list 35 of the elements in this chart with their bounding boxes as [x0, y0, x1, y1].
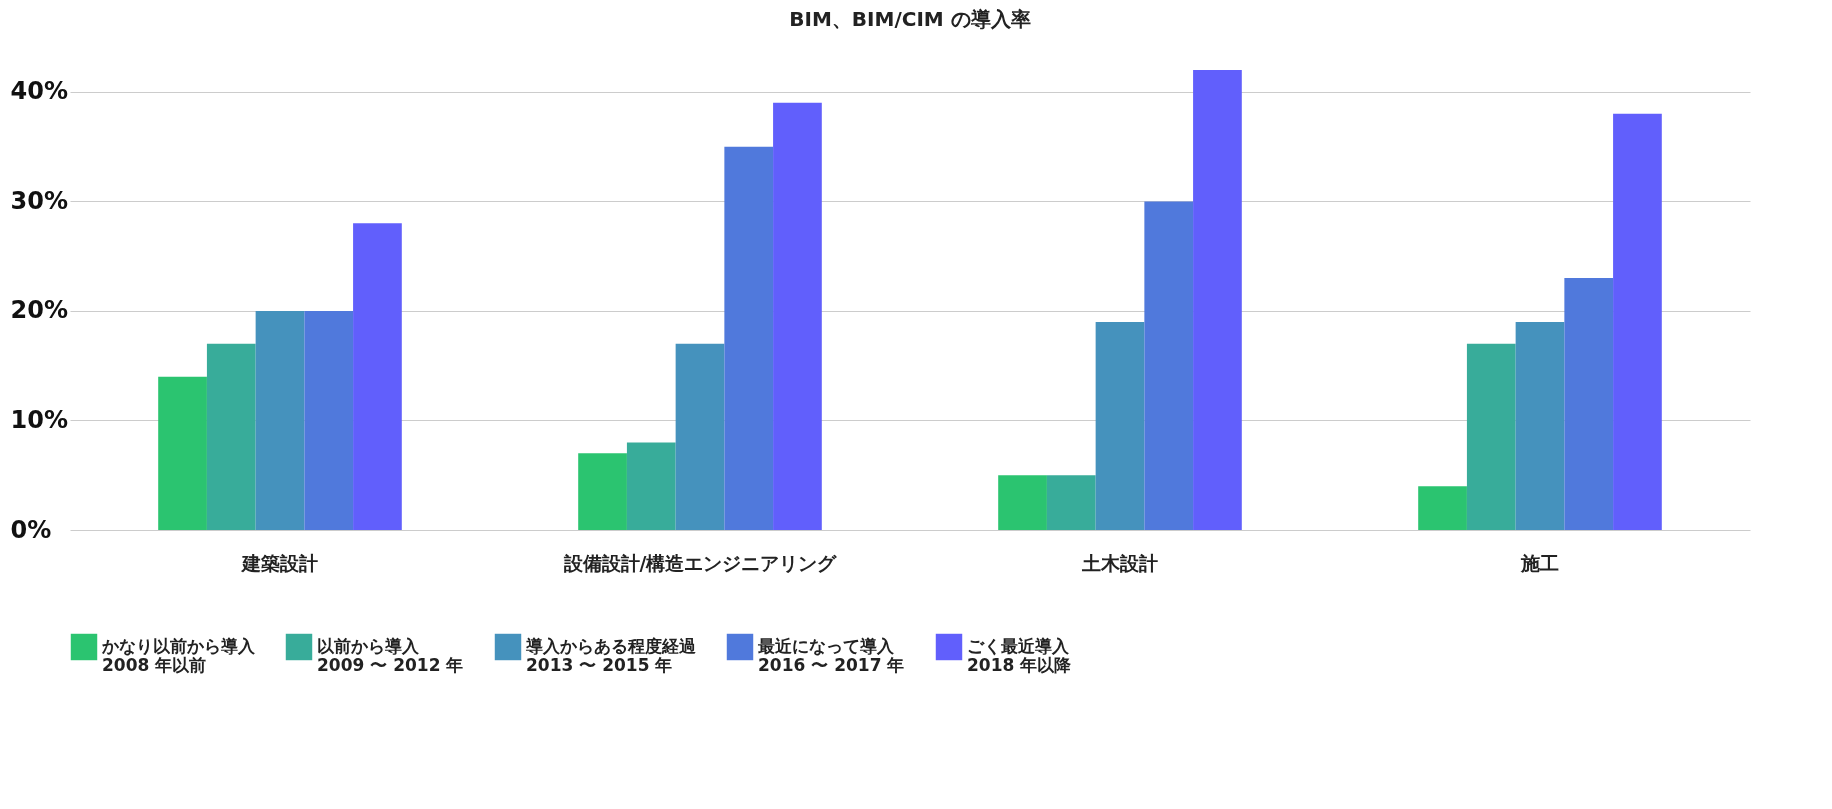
y-tick-label: 0%	[10, 515, 52, 544]
bar	[1418, 486, 1467, 530]
legend-label: かなり以前から導入 2008 年以前	[101, 636, 256, 675]
bar	[675, 343, 725, 530]
bar	[724, 146, 774, 530]
bar	[158, 376, 207, 530]
bar	[1046, 475, 1096, 530]
chart-title: BIM、BIM/CIM の導入率	[789, 7, 1031, 31]
bar	[1466, 343, 1516, 530]
bar	[255, 310, 305, 530]
y-tick-label: 20%	[10, 296, 68, 325]
bar	[1564, 278, 1614, 530]
y-tick-label: 30%	[10, 186, 68, 215]
bar	[1144, 201, 1194, 530]
y-tick-label: 10%	[10, 405, 68, 434]
x-tick-label: 建築設計	[240, 551, 318, 574]
legend-label: 導入からある程度経過 2013 〜 2015 年	[525, 636, 696, 675]
bar	[206, 343, 256, 530]
y-tick-label: 40%	[10, 77, 68, 106]
x-tick-label: 設備設計/構造エンジニアリング	[562, 551, 838, 574]
bar	[1515, 321, 1565, 530]
legend-label: 最近になって導入 2016 〜 2017 年	[757, 636, 905, 675]
bar	[1193, 70, 1242, 530]
bar	[1095, 321, 1145, 530]
bar	[578, 453, 627, 530]
legend-label: ごく最近導入 2018 年以降	[967, 636, 1073, 675]
bar	[353, 223, 402, 530]
bar	[773, 102, 822, 530]
bar	[1613, 113, 1662, 530]
bar	[626, 442, 676, 530]
legend-label: 以前から導入 2009 〜 2012 年	[317, 636, 464, 675]
x-tick-label: 施工	[1520, 551, 1559, 574]
bar	[304, 310, 354, 530]
x-tick-label: 土木設計	[1081, 551, 1158, 574]
bar	[998, 475, 1047, 530]
